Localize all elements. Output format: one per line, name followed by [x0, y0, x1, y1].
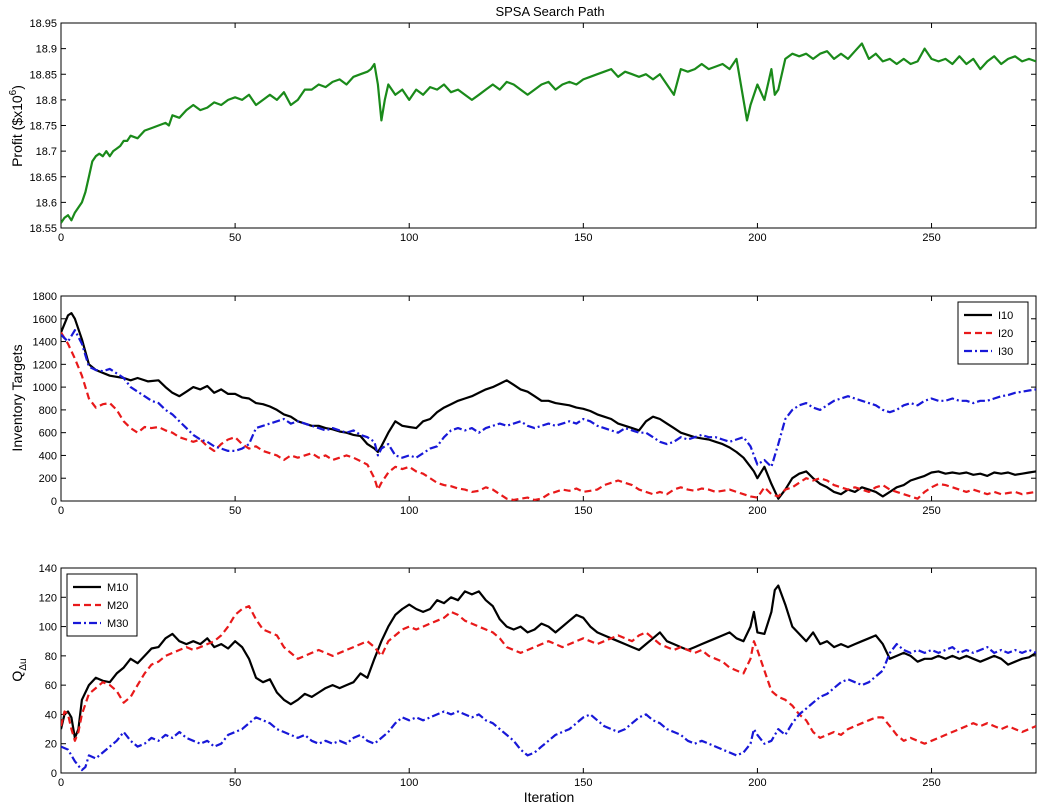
y-tick-label: 18.6: [36, 197, 57, 209]
y-tick-label: 1400: [33, 337, 57, 349]
y-tick-label: 0: [51, 496, 57, 508]
profit-chart-title: SPSA Search Path: [495, 4, 604, 19]
y-tick-label: 18.85: [29, 69, 57, 81]
plot-area: [61, 296, 1036, 501]
x-tick-label: 50: [229, 505, 241, 517]
y-tick-label: 60: [45, 680, 57, 692]
x-tick-label: 250: [922, 232, 940, 244]
x-tick-label: 100: [400, 777, 418, 789]
y-tick-label: 120: [39, 592, 57, 604]
x-tick-label: 0: [58, 505, 64, 517]
y-tick-label: 600: [39, 428, 57, 440]
y-tick-label: 140: [39, 563, 57, 575]
y-tick-label: 18.7: [36, 146, 57, 158]
x-tick-label: 50: [229, 777, 241, 789]
y-tick-label: 18.8: [36, 95, 57, 107]
y-tick-label: 1000: [33, 382, 57, 394]
plot-area: [61, 23, 1036, 228]
y-tick-label: 18.95: [29, 18, 57, 30]
y-tick-label: 80: [45, 651, 57, 663]
y-tick-label: 0: [51, 768, 57, 780]
q-panel: QΔu Iteration 0 50 100 150 200 250 0 20 40 60 80 10…: [9, 563, 1036, 805]
x-tick-label: 200: [748, 232, 766, 244]
y-tick-label: 1200: [33, 359, 57, 371]
y-tick-label: 1600: [33, 314, 57, 326]
legend-label: I20: [998, 328, 1013, 340]
y-tick-label: 18.65: [29, 172, 57, 184]
x-tick-label: 50: [229, 232, 241, 244]
y-tick-label: 18.75: [29, 121, 57, 133]
x-tick-label: 100: [400, 232, 418, 244]
y-tick-label: 20: [45, 739, 57, 751]
x-tick-label: 200: [748, 505, 766, 517]
x-tick-label: 0: [58, 232, 64, 244]
x-tick-label: 0: [58, 777, 64, 789]
y-tick-label: 800: [39, 405, 57, 417]
x-tick-label: 250: [922, 505, 940, 517]
legend-label: M20: [107, 600, 128, 612]
legend-label: M10: [107, 582, 128, 594]
x-tick-label: 150: [574, 777, 592, 789]
y-tick-label: 18.9: [36, 44, 57, 56]
y-tick-label: 40: [45, 709, 57, 721]
y-tick-label: 200: [39, 473, 57, 485]
x-tick-label: 250: [922, 777, 940, 789]
x-tick-label: 200: [748, 777, 766, 789]
q-ylabel: QΔu: [9, 658, 29, 681]
profit-ylabel: Profit ($x106): [8, 85, 25, 167]
legend-label: M30: [107, 618, 128, 630]
x-tick-label: 150: [574, 505, 592, 517]
y-tick-label: 400: [39, 450, 57, 462]
q-xlabel: Iteration: [524, 789, 575, 805]
inventory-panel: Inventory Targets 0 50 100 150 200 250 0 200 400…: [9, 291, 1036, 517]
y-tick-label: 18.55: [29, 223, 57, 235]
legend-label: I10: [998, 310, 1013, 322]
y-tick-label: 1800: [33, 291, 57, 303]
x-tick-label: 100: [400, 505, 418, 517]
inventory-ylabel: Inventory Targets: [9, 344, 25, 451]
plot-area: [61, 568, 1036, 773]
legend-label: I30: [998, 346, 1013, 358]
y-tick-label: 100: [39, 622, 57, 634]
profit-panel: SPSA Search Path Profit ($x106) 0 50 100 15…: [8, 4, 1036, 244]
x-tick-label: 150: [574, 232, 592, 244]
